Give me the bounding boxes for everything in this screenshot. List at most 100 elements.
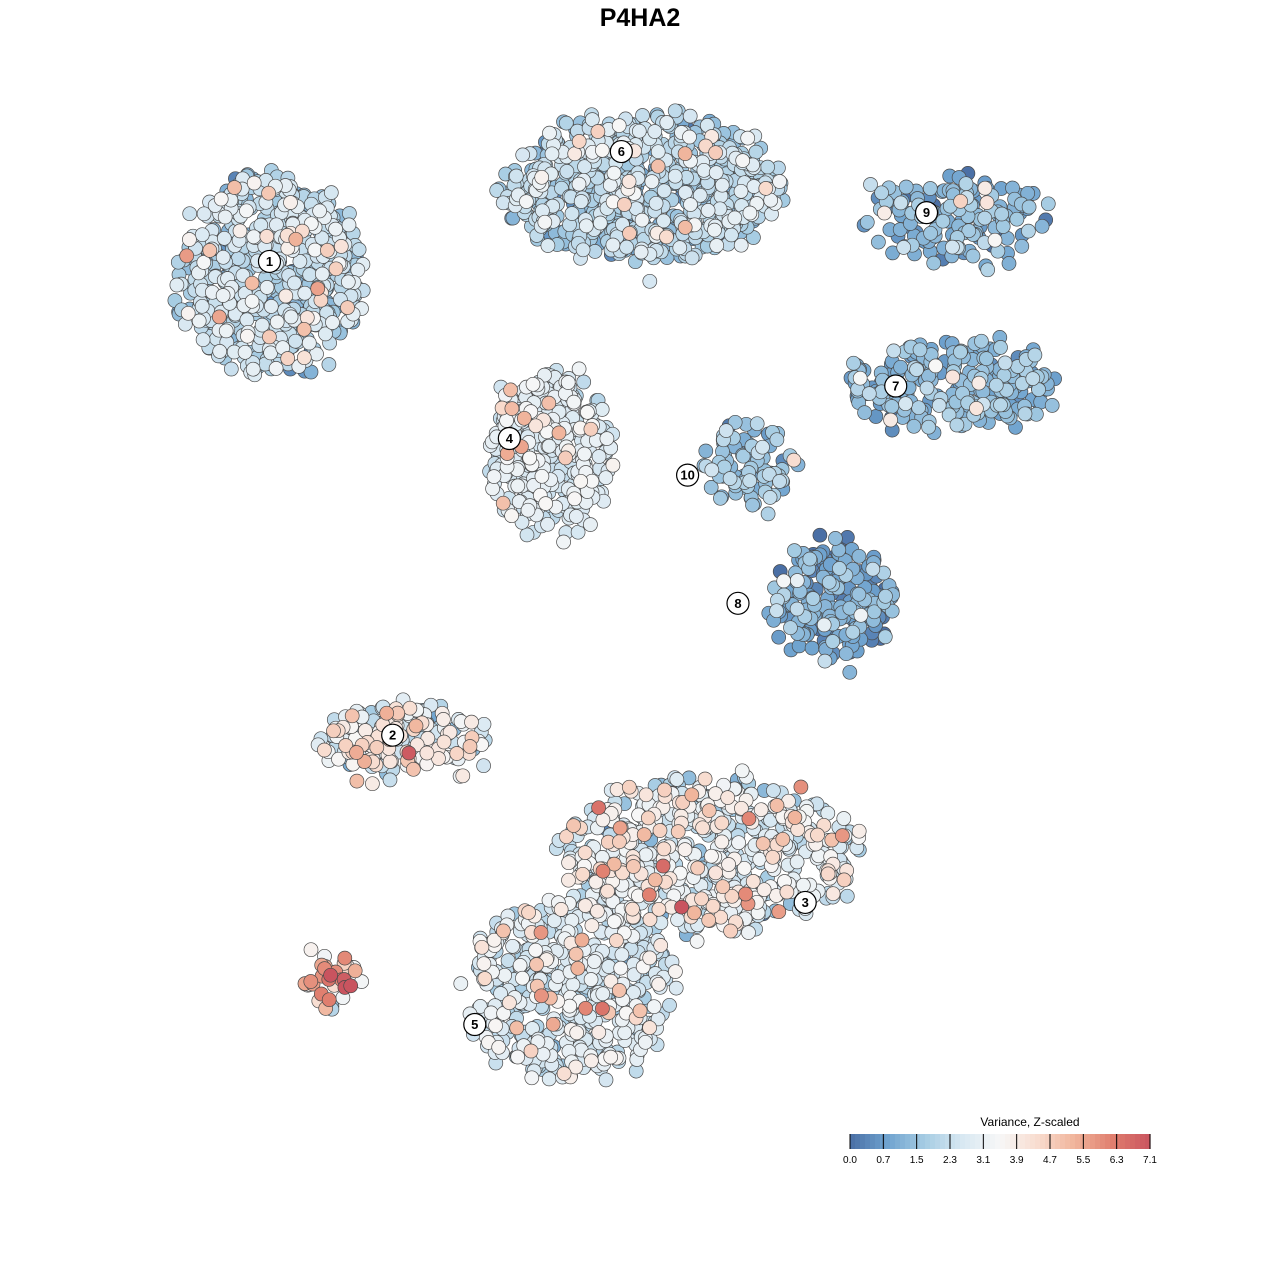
points-layer <box>167 103 1062 1088</box>
cell-point <box>202 243 218 258</box>
cell-point <box>669 772 685 787</box>
cell-point <box>1040 196 1056 212</box>
cell-point <box>237 344 253 360</box>
cell-point <box>987 232 1003 248</box>
cell-point <box>776 573 792 589</box>
colorbar-title: Variance, Z-scaled <box>980 1115 1079 1129</box>
colorbar-segment <box>925 1134 931 1149</box>
cell-point <box>325 315 340 330</box>
cell-point <box>851 586 867 602</box>
cell-point <box>564 206 580 221</box>
cell-point <box>477 971 493 986</box>
colorbar-segment <box>970 1134 976 1149</box>
cell-point <box>817 653 833 669</box>
cluster-label-4: 4 <box>497 426 521 451</box>
cell-point <box>949 417 965 433</box>
cell-point <box>503 382 518 398</box>
cell-point <box>1009 211 1025 227</box>
cell-point <box>611 118 627 133</box>
cell-point <box>787 543 802 558</box>
cell-point <box>714 815 730 831</box>
cell-point <box>928 358 943 374</box>
cell-point <box>223 361 239 377</box>
cell-point <box>573 194 589 209</box>
cell-point <box>953 344 968 360</box>
cell-point <box>545 1016 561 1032</box>
cell-point <box>594 142 610 158</box>
cell-point <box>935 213 951 229</box>
cell-point <box>969 401 984 416</box>
cell-point <box>486 469 502 484</box>
cell-point <box>755 836 771 851</box>
cell-point <box>561 872 576 888</box>
cell-point <box>677 146 693 162</box>
cell-point <box>993 340 1008 355</box>
cell-point <box>195 332 211 348</box>
colorbar-segment <box>1020 1134 1026 1149</box>
colorbar-tick-label: 3.9 <box>1010 1155 1024 1166</box>
cell-point <box>689 933 705 949</box>
cell-point <box>268 361 284 376</box>
cell-point <box>592 215 608 231</box>
cell-point <box>538 496 554 511</box>
cell-point <box>1014 238 1030 254</box>
cell-point <box>449 746 465 761</box>
cell-point <box>583 421 599 437</box>
colorbar-segment <box>890 1134 896 1149</box>
colorbar-segment <box>910 1134 916 1149</box>
cell-point <box>182 232 197 247</box>
cell-point <box>738 886 753 902</box>
cell-point <box>584 918 600 933</box>
cell-point <box>302 267 318 283</box>
cell-point <box>244 275 260 291</box>
cell-point <box>212 344 228 359</box>
cell-point <box>303 974 319 989</box>
cell-point <box>771 629 787 645</box>
cell-point <box>861 386 877 401</box>
cell-point <box>672 240 688 256</box>
cell-point <box>568 509 584 524</box>
cell-point <box>921 419 936 435</box>
cell-point <box>884 399 900 414</box>
cell-point <box>606 914 622 929</box>
cell-point <box>941 407 957 423</box>
cell-point <box>537 214 553 230</box>
cell-point <box>641 887 657 903</box>
cell-point <box>912 342 928 358</box>
cell-point <box>647 872 663 888</box>
cell-point <box>584 1053 599 1069</box>
cell-point <box>344 708 360 724</box>
cell-point <box>633 244 649 260</box>
colorbar-segment <box>1065 1134 1071 1149</box>
cell-point <box>656 183 672 199</box>
colorbar-segment <box>905 1134 911 1149</box>
cell-point <box>708 865 723 881</box>
cell-point <box>762 490 778 505</box>
cell-point <box>648 195 664 211</box>
colorbar-segment <box>1135 1134 1141 1149</box>
cell-point <box>863 177 878 192</box>
cell-point <box>635 108 650 123</box>
colorbar-segment <box>1090 1134 1096 1149</box>
cell-point <box>650 144 666 160</box>
cell-point <box>697 771 713 787</box>
colorbar-segment <box>1000 1134 1006 1149</box>
colorbar-segment <box>1130 1134 1136 1149</box>
cell-point <box>333 239 349 254</box>
cell-point <box>510 478 526 494</box>
cell-point <box>591 449 607 464</box>
cluster-label-10: 10 <box>675 463 700 487</box>
cell-point <box>515 970 530 986</box>
cell-point <box>919 380 935 396</box>
cell-point <box>269 314 285 330</box>
cell-point <box>476 758 491 774</box>
cell-point <box>350 262 366 278</box>
cell-point <box>512 958 528 973</box>
cell-point <box>733 237 749 253</box>
cell-point <box>307 242 323 258</box>
cell-point <box>502 995 517 1011</box>
cell-point <box>722 471 738 486</box>
cell-point <box>857 405 872 420</box>
colorbar-segment <box>865 1134 871 1149</box>
cluster-label-3: 3 <box>793 890 817 915</box>
